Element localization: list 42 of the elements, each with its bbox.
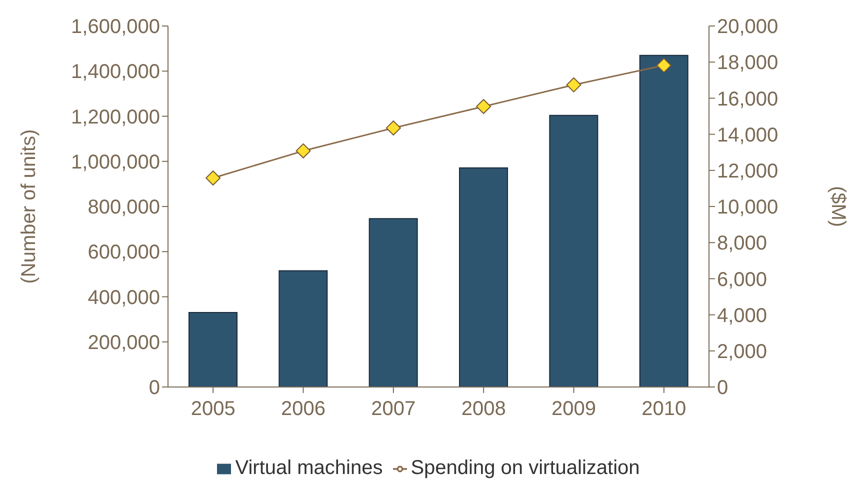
- y2-tick-label: 16,000: [717, 88, 778, 110]
- point: [296, 143, 311, 158]
- bar: [188, 312, 238, 387]
- y-tick-label: 1,600,000: [71, 16, 160, 38]
- point: [476, 99, 492, 114]
- point: [386, 120, 401, 136]
- y2-tick-label: 2,000: [717, 341, 768, 363]
- y2-tick-label: 4,000: [717, 304, 768, 327]
- y-tick-label: 800,000: [88, 196, 160, 219]
- x-tick-label: 2006: [281, 398, 326, 420]
- y-tick-label: 600,000: [88, 242, 160, 264]
- point: [656, 58, 672, 73]
- y2-tick-label: 12,000: [717, 160, 778, 182]
- bar: [368, 218, 418, 387]
- bar: [639, 54, 688, 387]
- y2-tick-label: 20,000: [717, 16, 778, 38]
- y-tick-label: 400,000: [88, 286, 160, 309]
- y-tick-label: 1,000,000: [71, 151, 160, 174]
- x-tick-label: 2005: [190, 398, 236, 420]
- y2-tick-label: 10,000: [717, 196, 778, 219]
- point: [566, 77, 582, 92]
- y2-axis-title: ($M): [826, 186, 849, 228]
- y-tick-label: 1,200,000: [71, 106, 160, 128]
- x-tick-label: 2007: [371, 398, 416, 420]
- bar: [278, 270, 328, 387]
- y-tick-label: 1,400,000: [71, 61, 160, 84]
- y2-tick-label: 0: [717, 377, 728, 400]
- legend-label: Virtual machines: [235, 457, 383, 479]
- y2-tick-label: 14,000: [717, 124, 778, 146]
- bar: [549, 114, 598, 387]
- y-axis-title: (Number of units): [18, 129, 40, 284]
- y-tick-label: 0: [148, 377, 160, 400]
- y-tick-label: 200,000: [88, 332, 160, 354]
- legend-label: Spending on virtualization: [410, 457, 640, 479]
- y2-tick-label: 8,000: [717, 232, 768, 255]
- x-tick-label: 2010: [642, 398, 686, 420]
- bar: [459, 167, 508, 387]
- x-tick-label: 2008: [461, 398, 506, 420]
- y2-tick-label: 18,000: [717, 52, 778, 74]
- y2-tick-label: 6,000: [717, 268, 768, 291]
- point: [206, 170, 221, 186]
- x-tick-label: 2009: [552, 398, 596, 420]
